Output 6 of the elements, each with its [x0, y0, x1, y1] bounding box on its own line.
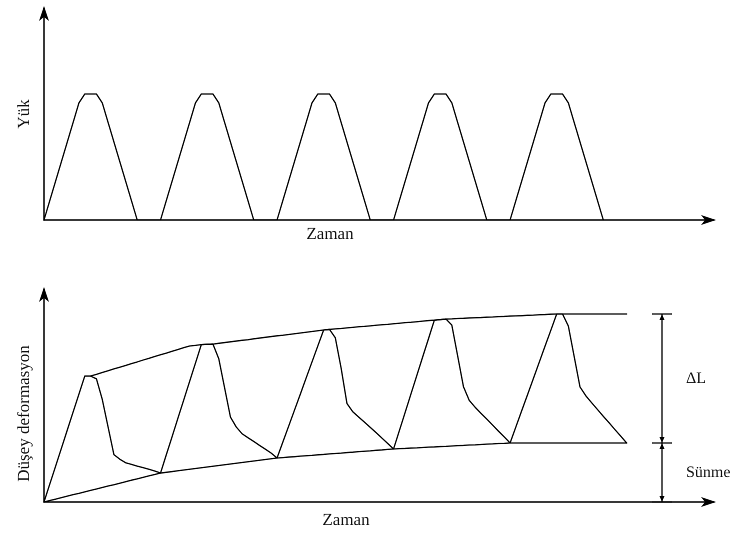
x-axis-title: Zaman	[322, 510, 370, 529]
annotation: ΔL	[686, 370, 706, 387]
annotation: Sünme	[686, 464, 730, 481]
x-axis-title: Zaman	[306, 224, 354, 243]
y-axis-title: Düşey deformasyon	[14, 344, 33, 482]
y-axis-title: Yük	[14, 98, 33, 129]
